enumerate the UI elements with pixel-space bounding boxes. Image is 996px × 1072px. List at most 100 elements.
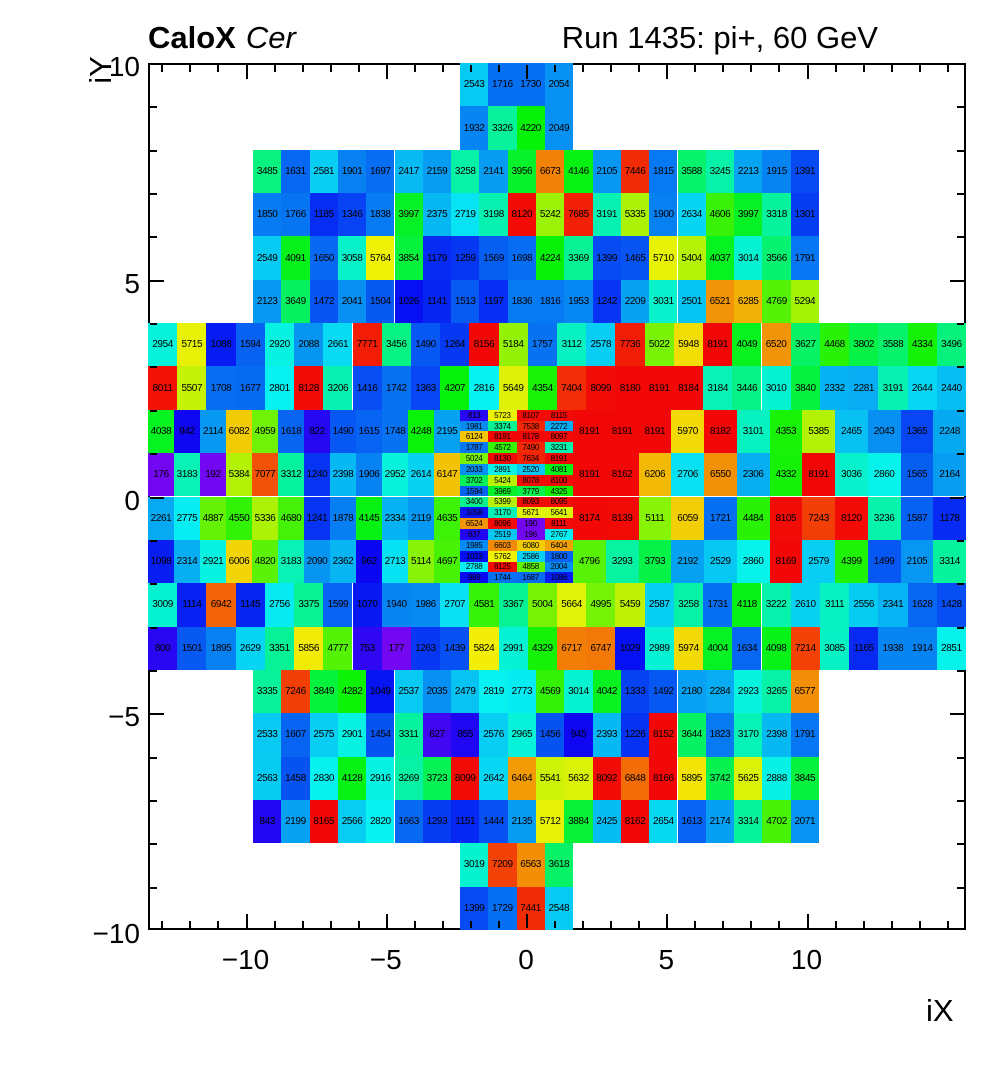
axis-tick	[957, 323, 964, 326]
heatmap-cell: 1178	[933, 496, 966, 540]
heatmap-cell: 8156	[469, 323, 499, 367]
heatmap-cell: 3618	[544, 843, 573, 887]
axis-tick	[357, 65, 360, 72]
y-axis-title: iY	[83, 56, 118, 84]
heatmap-cell: 2199	[281, 799, 310, 844]
heatmap-cell: 3335	[253, 669, 282, 714]
heatmap-cell: 6082	[226, 409, 252, 454]
heatmap-fine-cell: 6124	[460, 431, 489, 443]
heatmap-cell: 3649	[281, 279, 310, 324]
heatmap-cell: 1698	[507, 236, 536, 280]
axis-tick	[957, 149, 964, 152]
heatmap-cell: 1757	[527, 323, 557, 367]
heatmap-cell: 3184	[703, 366, 733, 410]
heatmap-fine-cell: 5723	[488, 409, 517, 421]
heatmap-fine-cell: 3231	[544, 442, 573, 454]
heatmap-cell: 1513	[451, 279, 480, 324]
heatmap-fine-cell: 6080	[516, 539, 545, 551]
heatmap-cell: 1391	[790, 149, 819, 194]
heatmap-fine-cell: 5399	[488, 496, 517, 508]
heatmap-cell: 6673	[536, 149, 565, 194]
heatmap-cell: 2123	[253, 279, 282, 324]
heatmap-cell: 3170	[734, 713, 763, 757]
heatmap-fine-cell: 2788	[460, 561, 489, 573]
heatmap-cell: 2090	[304, 539, 330, 584]
heatmap-cell: 855	[451, 713, 480, 757]
axis-tick	[385, 914, 388, 928]
heatmap-fine-cell: 7538	[516, 420, 545, 432]
heatmap-cell: 5335	[620, 193, 650, 237]
heatmap-cell: 1742	[381, 366, 411, 410]
heatmap-cell: 6464	[507, 756, 536, 800]
axis-tick	[301, 921, 304, 928]
axis-tick	[526, 914, 528, 928]
axis-tick	[189, 921, 192, 928]
heatmap-cell: 2991	[498, 626, 528, 670]
heatmap-fine-cell: 1985	[460, 539, 489, 551]
heatmap-cell: 3456	[381, 323, 411, 367]
heatmap-cell: 1932	[460, 106, 489, 150]
heatmap-cell: 4887	[200, 496, 226, 540]
axis-tick	[150, 409, 157, 412]
heatmap-cell: 2105	[900, 539, 934, 584]
heatmap-cell: 4581	[469, 583, 499, 627]
heatmap-cell: 1179	[422, 236, 452, 280]
heatmap-cell: 2579	[802, 539, 835, 584]
heatmap-cell: 2043	[867, 409, 901, 454]
axis-tick	[918, 921, 921, 928]
heatmap-cell: 1456	[536, 713, 565, 757]
axis-tick	[413, 921, 416, 928]
heatmap-cell: 3840	[790, 366, 820, 410]
x-tick-label: 5	[658, 944, 675, 975]
heatmap-fine-cell: 2033	[460, 463, 489, 475]
heatmap-cell: 3009	[148, 583, 178, 627]
heatmap-cell: 8099	[451, 756, 480, 800]
axis-tick	[582, 921, 585, 928]
heatmap-cell: 5625	[734, 756, 763, 800]
heatmap-cell: 7446	[620, 149, 650, 194]
axis-tick	[957, 539, 964, 542]
heatmap-cell: 2533	[253, 713, 282, 757]
heatmap-cell: 1049	[366, 669, 395, 714]
heatmap-cell: 1708	[206, 366, 236, 410]
heatmap-fine-cell: 5762	[488, 550, 517, 562]
heatmap-cell: 1428	[936, 583, 966, 627]
heatmap-fine-cell: 196	[516, 529, 545, 540]
heatmap-cell: 6206	[638, 453, 672, 497]
axis-tick	[957, 626, 964, 629]
heatmap-cell: 3446	[732, 366, 762, 410]
heatmap-cell: 1472	[309, 279, 338, 324]
heatmap-fine-cell: 3400	[460, 496, 489, 508]
heatmap-cell: 1915	[762, 149, 791, 194]
heatmap-cell: 2773	[507, 669, 536, 714]
heatmap-cell: 2088	[294, 323, 324, 367]
heatmap-cell: 8011	[148, 366, 178, 410]
heatmap-cell: 7685	[564, 193, 593, 237]
heatmap-cell: 2479	[451, 669, 480, 714]
heatmap-cell: 1197	[479, 279, 508, 324]
heatmap-cell: 3375	[294, 583, 324, 627]
heatmap-cell: 2105	[592, 149, 621, 194]
heatmap-fine-cell: 4081	[544, 463, 573, 475]
heatmap-cell: 6717	[557, 626, 587, 670]
heatmap-cell: 4334	[907, 323, 937, 367]
heatmap-cell: 6059	[671, 496, 704, 540]
heatmap-cell: 3588	[677, 149, 706, 194]
heatmap-cell: 1815	[649, 149, 678, 194]
axis-tick	[150, 323, 157, 326]
heatmap-cell: 4769	[762, 279, 791, 324]
heatmap-cell: 3367	[498, 583, 528, 627]
heatmap-cell: 1587	[900, 496, 934, 540]
heatmap-cell: 2756	[264, 583, 295, 627]
heatmap-cell: 2440	[936, 366, 966, 410]
heatmap-cell: 1416	[352, 366, 382, 410]
axis-tick	[150, 886, 157, 889]
heatmap-cell: 6521	[705, 279, 735, 324]
axis-tick	[638, 921, 641, 928]
axis-tick	[666, 65, 669, 79]
heatmap-fine-cell: 6603	[488, 539, 517, 551]
heatmap-cell: 5385	[802, 409, 835, 454]
axis-tick	[957, 453, 964, 456]
heatmap-cell: 2851	[936, 626, 966, 670]
axis-tick	[610, 921, 613, 928]
